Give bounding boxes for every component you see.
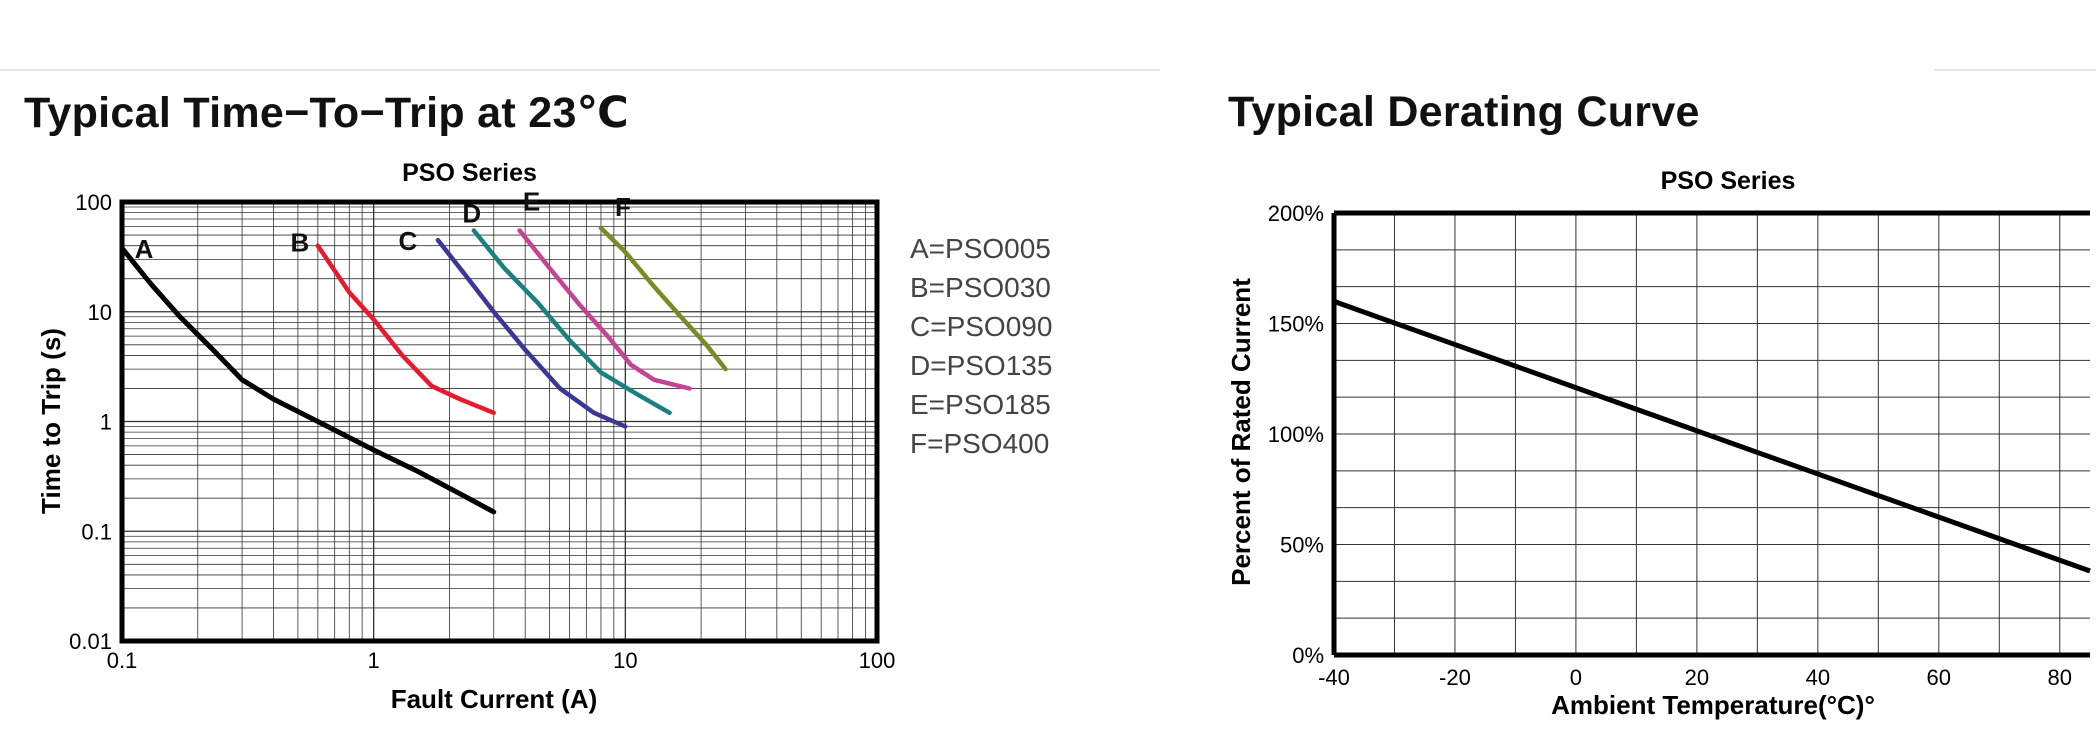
y-tick-label: 0% bbox=[1292, 643, 1324, 668]
y-tick-label: 0.1 bbox=[81, 519, 112, 544]
legend-entry: E=PSO185 bbox=[910, 389, 1051, 420]
top-divider-left bbox=[0, 69, 1160, 71]
series-e-line bbox=[517, 228, 692, 391]
y-tick-label: 0.01 bbox=[69, 629, 112, 654]
series-c-line bbox=[435, 237, 628, 429]
curve-label-f: F bbox=[615, 192, 631, 222]
y-axis-title: Percent of Rated Current bbox=[1226, 278, 1256, 586]
top-divider-right bbox=[1934, 69, 2096, 71]
legend-entry: C=PSO090 bbox=[910, 311, 1052, 342]
x-tick-label: 80 bbox=[2048, 665, 2072, 690]
series-a-line bbox=[119, 245, 497, 515]
x-tick-label: 0 bbox=[1570, 665, 1582, 690]
x-tick-label: 10 bbox=[613, 648, 637, 673]
x-tick-label: -20 bbox=[1439, 665, 1471, 690]
derating-curve-heading: Typical Derating Curve bbox=[1228, 88, 1700, 136]
series-f-line bbox=[598, 225, 728, 372]
curve-label-e: E bbox=[523, 186, 540, 216]
x-axis-title: Fault Current (A) bbox=[391, 684, 598, 714]
derating-line bbox=[1333, 299, 2091, 574]
x-tick-label: 100 bbox=[859, 648, 896, 673]
chart-title: PSO Series bbox=[1661, 167, 1796, 195]
x-tick-label: 1 bbox=[368, 648, 380, 673]
plot-frame bbox=[119, 199, 880, 644]
x-tick-label: 60 bbox=[1927, 665, 1951, 690]
x-tick-label: 0.1 bbox=[107, 648, 138, 673]
y-tick-label: 150% bbox=[1268, 312, 1324, 337]
legend-entry: F=PSO400 bbox=[910, 428, 1049, 459]
curve-label-c: C bbox=[399, 226, 418, 256]
x-axis-title: Ambient Temperature(°C)° bbox=[1551, 690, 1875, 720]
x-tick-label: 40 bbox=[1806, 665, 1830, 690]
curve-label-a: A bbox=[135, 234, 154, 264]
legend-entry: B=PSO030 bbox=[910, 272, 1051, 303]
series-d-line bbox=[471, 228, 672, 416]
y-tick-label: 100 bbox=[75, 190, 112, 215]
y-tick-label: 1 bbox=[100, 410, 112, 435]
y-tick-label: 50% bbox=[1280, 533, 1324, 558]
legend-entry: D=PSO135 bbox=[910, 350, 1052, 381]
curve-label-b: B bbox=[290, 228, 309, 258]
series-b-line bbox=[315, 243, 496, 416]
y-tick-label: 200% bbox=[1268, 201, 1324, 226]
x-tick-label: 20 bbox=[1685, 665, 1709, 690]
y-tick-label: 10 bbox=[88, 300, 112, 325]
y-axis-title: Time to Trip (s) bbox=[36, 328, 66, 514]
curve-label-d: D bbox=[462, 198, 481, 228]
legend-entry: A=PSO005 bbox=[910, 233, 1051, 264]
time-to-trip-heading: Typical Time−To−Trip at 23℃ bbox=[24, 89, 630, 137]
chart-title: PSO Series bbox=[402, 159, 537, 187]
x-tick-label: -40 bbox=[1318, 665, 1350, 690]
y-tick-label: 100% bbox=[1268, 422, 1324, 447]
